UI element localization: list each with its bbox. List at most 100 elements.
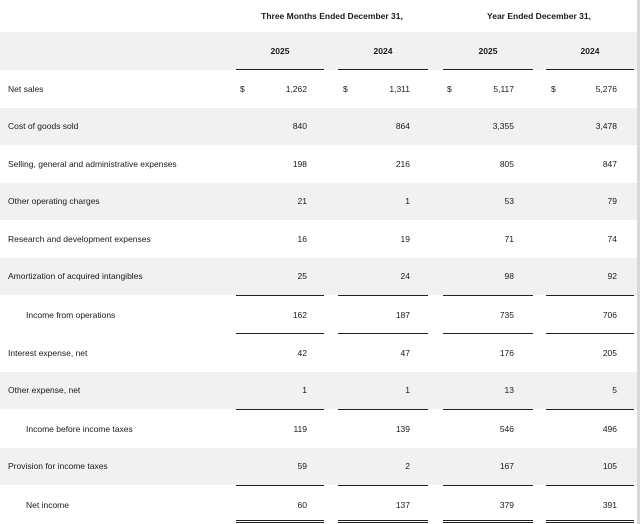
subtotal-rule [236,295,324,296]
cell-value: 53 [504,196,514,207]
cell-value: 5,276 [595,83,617,94]
cell-value: 21 [297,196,307,207]
table-row-other-expense: Other expense, net 1 1 13 5 [0,371,640,409]
subtotal-rule [443,409,533,410]
cell-value: 119 [293,423,307,434]
cell-value: 840 [292,121,307,132]
row-label: Interest expense, net [8,347,88,358]
subtotal-rule [546,485,634,486]
subtotal-rule [443,333,533,334]
cell-value: 3,478 [595,121,617,132]
row-label: Other expense, net [8,385,81,396]
subtotal-rule [443,295,533,296]
header-year: Year Ended December 31, [443,0,635,33]
cell-value: 706 [602,309,617,320]
cell-value: 98 [504,271,514,282]
cell-value: 16 [297,233,307,244]
cell-value: 1,262 [285,83,307,94]
cell-value: 13 [504,385,514,396]
cell-value: 187 [395,309,410,320]
year-rule [546,69,634,70]
cell-value: 1 [302,385,307,396]
cell-value: 176 [499,347,514,358]
year-header-y-2025: 2025 [478,46,498,56]
cell-value: 25 [297,271,307,282]
subtotal-rule [236,333,324,334]
cell-value: 42 [297,347,307,358]
year-header-q-2024: 2024 [373,46,393,56]
currency-symbol: $ [447,83,452,94]
cell-value: 137 [395,499,410,510]
table-row-interest-expense: Interest expense, net 42 47 176 205 [0,334,640,372]
table-row-rnd: Research and development expenses 16 19 … [0,220,640,258]
subtotal-rule [338,295,428,296]
year-rule [443,69,533,70]
cell-value: 19 [400,233,410,244]
cell-value: 205 [602,347,617,358]
cell-value: 139 [395,423,410,434]
cell-value: 805 [499,158,514,169]
year-header-q-2025: 2025 [270,46,290,56]
cell-value: 1,311 [389,83,410,94]
cell-value: 198 [292,158,307,169]
cell-value: 2 [405,461,410,472]
cell-value: 216 [395,158,410,169]
subtotal-rule [443,485,533,486]
table-row-sga: Selling, general and administrative expe… [0,145,640,183]
currency-symbol: $ [343,83,348,94]
cell-value: 60 [297,499,307,510]
row-label: Selling, general and administrative expe… [8,158,177,169]
currency-symbol: $ [240,83,245,94]
cell-value: 847 [602,158,617,169]
row-label: Income before income taxes [26,423,133,434]
total-double-rule [338,520,428,523]
cell-value: 105 [602,461,617,472]
total-double-rule [546,520,634,523]
row-label: Provision for income taxes [8,461,108,472]
year-header-y-2024: 2024 [580,46,600,56]
cell-value: 74 [607,233,617,244]
cell-value: 92 [607,271,617,282]
subtotal-rule [338,333,428,334]
subtotal-rule [546,333,634,334]
year-rule [338,69,428,70]
scrollbar-track[interactable] [637,0,640,524]
table-row-cogs: Cost of goods sold 840 864 3,355 3,478 [0,107,640,145]
cell-value: 496 [602,423,617,434]
cell-value: 735 [499,309,514,320]
cell-value: 71 [504,233,514,244]
total-double-rule [443,520,533,523]
table-row-income-from-operations: Income from operations 162 187 735 706 [0,296,640,334]
year-rule [236,69,324,70]
subtotal-rule [546,409,634,410]
row-label: Cost of goods sold [8,121,79,132]
cell-value: 59 [297,461,307,472]
cell-value: 546 [499,423,514,434]
cell-value: 864 [395,121,410,132]
table-row-income-before-taxes: Income before income taxes 119 139 546 4… [0,410,640,448]
cell-value: 391 [602,499,617,510]
subtotal-rule [236,485,324,486]
row-label: Research and development expenses [8,233,151,244]
row-label: Amortization of acquired intangibles [8,271,143,282]
row-label: Other operating charges [8,196,100,207]
cell-value: 24 [400,271,410,282]
year-header-row: 2025 2024 2025 2024 [0,32,640,70]
table-row-amortization: Amortization of acquired intangibles 25 … [0,257,640,295]
cell-value: 1 [405,196,410,207]
subtotal-rule [338,409,428,410]
subtotal-rule [236,409,324,410]
subtotal-rule [338,485,428,486]
table-row-provision-taxes: Provision for income taxes 59 2 167 105 [0,447,640,485]
table-row-net-sales: Net sales $ $ $ $ 1,262 1,311 5,117 5,27… [0,70,640,108]
total-double-rule [236,520,324,523]
cell-value: 5 [612,385,617,396]
row-label: Net income [26,499,69,510]
header-three-months: Three Months Ended December 31, [236,0,428,33]
row-label: Net sales [8,83,44,94]
cell-value: 379 [499,499,514,510]
cell-value: 3,355 [492,121,514,132]
currency-symbol: $ [551,83,556,94]
table-row-net-income: Net income 60 137 379 391 [0,486,640,524]
